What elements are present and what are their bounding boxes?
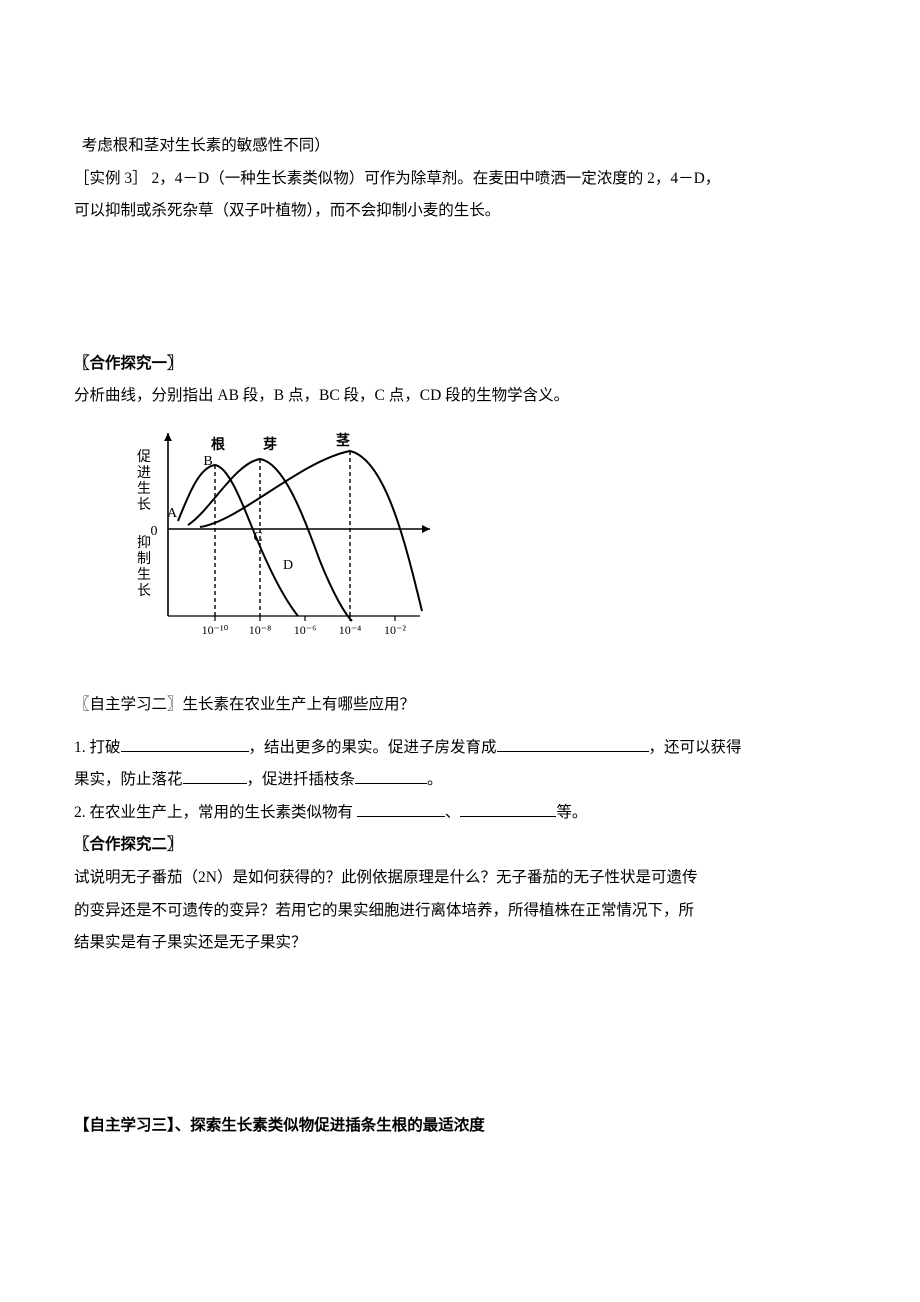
svg-text:茎: 茎 [336, 432, 350, 449]
text-frag: ，还可以获得 [649, 739, 742, 756]
blank-field[interactable] [357, 800, 445, 817]
svg-text:根: 根 [211, 436, 226, 453]
text-frag: 。 [427, 771, 443, 788]
svg-text:10⁻⁴: 10⁻⁴ [339, 623, 362, 637]
svg-text:C: C [253, 530, 262, 545]
svg-text:抑: 抑 [137, 535, 151, 551]
auxin-curve-chart: 促进生长抑制生长010⁻¹⁰10⁻⁸10⁻⁶10⁻⁴10⁻²根芽茎ABCD [100, 421, 846, 654]
svg-text:芽: 芽 [263, 436, 277, 453]
intro-line-3: 可以抑制或杀死杂草（双子叶植物），而不会抑制小麦的生长。 [74, 195, 846, 228]
coop1-title: 〖合作探究一〗 [74, 348, 846, 381]
self2-q1-line2: 果实，防止落花 ，促进扦插枝条 。 [74, 764, 846, 797]
spacer [74, 228, 846, 348]
blank-field[interactable] [460, 800, 556, 817]
coop1-prompt: 分析曲线，分别指出 AB 段，B 点，BC 段，C 点，CD 段的生物学含义。 [74, 380, 846, 413]
text-frag: ，促进扦插枝条 [247, 771, 356, 788]
text-frag: 1. 打破 [74, 739, 121, 756]
coop2-line3: 结果实是有子果实还是无子果实？ [74, 927, 846, 960]
blank-field[interactable] [497, 735, 649, 752]
blank-field[interactable] [121, 735, 249, 752]
coop2-line2: 的变异还是不可遗传的变异？若用它的果实细胞进行离体培养，所得植株在正常情况下，所 [74, 895, 846, 928]
svg-text:长: 长 [137, 583, 151, 599]
self2-q1-line1: 1. 打破 ，结出更多的果实。促进子房发育成 ，还可以获得 [74, 732, 846, 765]
spacer [74, 960, 846, 1110]
coop2-line1: 试说明无子番茄（2N）是如何获得的？此例依据原理是什么？无子番茄的无子性状是可遗… [74, 862, 846, 895]
self3-title: 【自主学习三】、探索生长素类似物促进插条生根的最适浓度 [74, 1110, 846, 1143]
svg-text:长: 长 [137, 497, 151, 513]
svg-text:促: 促 [137, 449, 151, 465]
svg-text:生: 生 [137, 567, 151, 583]
svg-text:10⁻⁸: 10⁻⁸ [249, 623, 272, 637]
svg-text:0: 0 [151, 524, 158, 539]
text-frag: 2. 在农业生产上，常用的生长素类似物有 [74, 804, 357, 821]
coop2-title: 〖合作探究二〗 [74, 829, 846, 862]
svg-text:制: 制 [137, 551, 151, 567]
text-frag: 、 [445, 804, 461, 821]
blank-field[interactable] [355, 768, 427, 785]
svg-text:10⁻¹⁰: 10⁻¹⁰ [202, 623, 229, 637]
svg-text:A: A [167, 506, 178, 521]
svg-text:生: 生 [137, 481, 151, 497]
self2-title: 〖自主学习二〗生长素在农业生产上有哪些应用？ [74, 689, 846, 722]
text-frag: 果实，防止落花 [74, 771, 183, 788]
intro-line-1: 考虑根和茎对生长素的敏感性不同） [74, 130, 846, 163]
spacer [74, 722, 846, 732]
self2-q2: 2. 在农业生产上，常用的生长素类似物有 、 等。 [74, 797, 846, 830]
svg-text:10⁻⁶: 10⁻⁶ [294, 623, 317, 637]
text-frag: ，结出更多的果实。促进子房发育成 [249, 739, 497, 756]
intro-line-2: ［实例 3］ 2，4－D（一种生长素类似物）可作为除草剂。在麦田中喷洒一定浓度的… [74, 163, 846, 196]
svg-text:10⁻²: 10⁻² [384, 623, 406, 637]
svg-text:D: D [283, 558, 293, 573]
blank-field[interactable] [183, 768, 247, 785]
text-frag: 等。 [556, 804, 587, 821]
svg-text:B: B [203, 454, 212, 469]
spacer [74, 661, 846, 689]
svg-text:进: 进 [137, 465, 151, 481]
